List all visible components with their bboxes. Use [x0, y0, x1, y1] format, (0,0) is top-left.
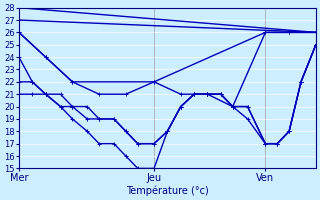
X-axis label: Température (°c): Température (°c) — [126, 185, 209, 196]
